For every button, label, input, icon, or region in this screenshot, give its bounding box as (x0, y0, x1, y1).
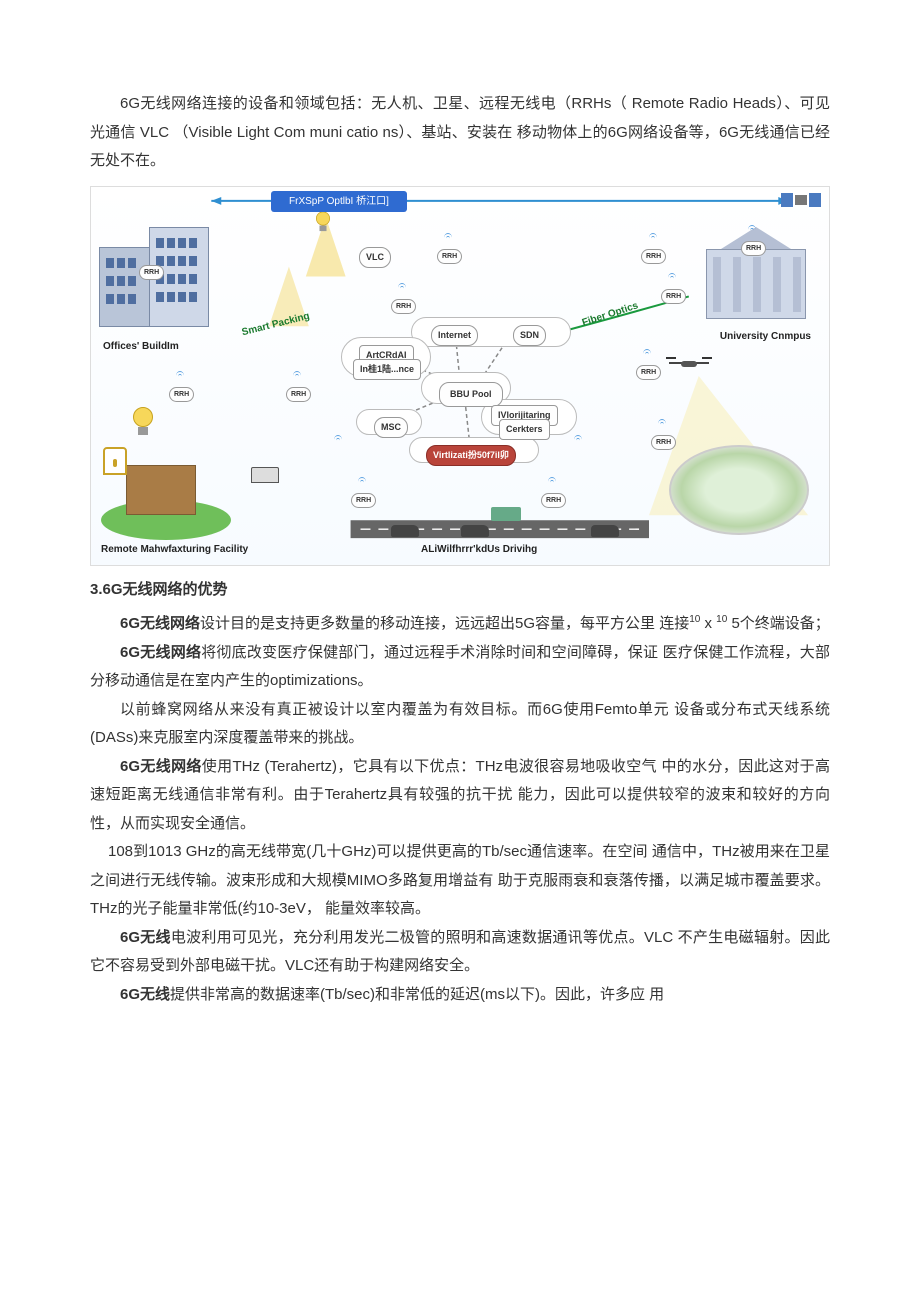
internet-label: Internet (431, 325, 478, 346)
bold-prefix: 6G无线 (120, 986, 170, 1003)
sdn-label: SDN (513, 325, 546, 346)
car-icon (461, 525, 489, 537)
remote-caption: Remote Mahwfaxturing Facility (101, 540, 248, 559)
wifi-icon (355, 477, 369, 487)
rrh-badge: RRH (641, 249, 666, 264)
bbu-label: BBU Pool (439, 382, 503, 407)
rrh-badge: RRH (286, 387, 311, 402)
wifi-icon (745, 225, 759, 235)
rrh-badge: RRH (351, 493, 376, 508)
wifi-icon (545, 477, 559, 487)
wifi-icon (646, 233, 660, 243)
bulb-icon (131, 407, 155, 437)
wifi-icon (665, 273, 679, 283)
body-para-2: 6G无线网络将彻底改变医疗保健部门，通过远程手术消除时间和空间障碍，保证 医疗保… (90, 639, 830, 696)
stadium-icon (669, 445, 809, 535)
wifi-icon (571, 435, 585, 445)
wifi-icon (655, 419, 669, 429)
car-icon (391, 525, 419, 537)
driving-caption: ALiWilfhrrr'kdUs Drivihg (421, 540, 537, 559)
para-tail: 5个终端设备； (727, 615, 830, 632)
intro-paragraph: 6G无线网络连接的设备和领域包括：无人机、卫星、远程无线电（RRHs（ Remo… (90, 90, 830, 176)
wifi-icon (441, 233, 455, 243)
para-text: 提供非常高的数据速率(Tb/sec)和非常低的延迟(ms以下)。因此，许多应 用 (170, 986, 664, 1003)
university-caption: University Cnmpus (720, 327, 811, 346)
network-diagram: FrXSpP OptlbI 桥江口] Offices' BuildIm Univ… (90, 186, 830, 566)
laptop-icon (251, 467, 279, 483)
body-para-6: 6G无线电波利用可见光，充分利用发光二极管的照明和高速数据通讯等优点。VLC 不… (90, 924, 830, 981)
rrh-badge: RRH (541, 493, 566, 508)
rrh-badge: RRH (661, 289, 686, 304)
para-text: 电波利用可见光，充分利用发光二极管的照明和高速数据通讯等优点。VLC 不产生电磁… (90, 929, 830, 975)
msc-label: MSC (374, 417, 408, 438)
wifi-icon (290, 371, 304, 381)
body-para-7: 6G无线提供非常高的数据速率(Tb/sec)和非常低的延迟(ms以下)。因此，许… (90, 981, 830, 1010)
banner-label: FrXSpP OptlbI 桥江口] (271, 191, 407, 212)
para-text: 以前蜂窝网络从来没有真正被设计以室内覆盖为有效目标。而6G使用Femto单元 设… (90, 701, 830, 747)
bold-prefix: 6G无线网络 (120, 644, 201, 661)
para-mid: x (700, 615, 716, 632)
para-text: 设计目的是支持更多数量的移动连接，远远超出5G容量，每平方公里 连接 (200, 615, 689, 632)
rrh-badge: RRH (741, 241, 766, 256)
wifi-icon (331, 435, 345, 445)
rrh-badge: RRH (651, 435, 676, 450)
bold-prefix: 6G无线网络 (120, 758, 202, 775)
body-para-1: 6G无线网络设计目的是支持更多数量的移动连接，远远超出5G容量，每平方公里 连接… (90, 610, 830, 639)
superscript: 10 (716, 614, 727, 625)
wifi-icon (395, 283, 409, 293)
satellite-icon (781, 191, 821, 211)
wifi-icon (640, 349, 654, 359)
bold-prefix: 6G无线 (120, 929, 171, 946)
body-para-3: 以前蜂窝网络从来没有真正被设计以室内覆盖为有效目标。而6G使用Femto单元 设… (90, 696, 830, 753)
wifi-icon (173, 371, 187, 381)
section-heading: 3.6G无线网络的优势 (90, 576, 830, 605)
para-text: 将彻底改变医疗保健部门，通过远程手术消除时间和空间障碍，保证 医疗保健工作流程，… (90, 644, 830, 690)
body-para-4: 6G无线网络使用THz (Terahertz)，它具有以下优点：THz电波很容易… (90, 753, 830, 839)
centers-label: Cerkters (499, 419, 550, 440)
car-icon (591, 525, 619, 537)
office-building (99, 227, 219, 337)
lock-icon (103, 447, 127, 475)
offices-caption: Offices' BuildIm (103, 337, 179, 356)
rrh-badge: RRH (139, 265, 164, 280)
bulb-icon (315, 211, 332, 232)
virtualization-label: Virtlizati扮50f7il卯 (426, 445, 516, 466)
ai-label-2: In桂1陆...nce (353, 359, 421, 380)
vlc-label: VLC (359, 247, 391, 268)
truck-icon (491, 507, 521, 521)
drone-icon (669, 357, 709, 371)
rrh-badge: RRH (169, 387, 194, 402)
rrh-badge: RRH (636, 365, 661, 380)
para-text: 108到1013 GHz的高无线带宽(几十GHz)可以提供更高的Tb/sec通信… (90, 843, 830, 917)
superscript: 10 (689, 614, 700, 625)
body-para-5: 108到1013 GHz的高无线带宽(几十GHz)可以提供更高的Tb/sec通信… (90, 838, 830, 924)
para-text: 使用THz (Terahertz)，它具有以下优点：THz电波很容易地吸收空气 … (90, 758, 830, 832)
rrh-badge: RRH (437, 249, 462, 264)
rrh-badge: RRH (391, 299, 416, 314)
bold-prefix: 6G无线网络 (120, 615, 200, 632)
